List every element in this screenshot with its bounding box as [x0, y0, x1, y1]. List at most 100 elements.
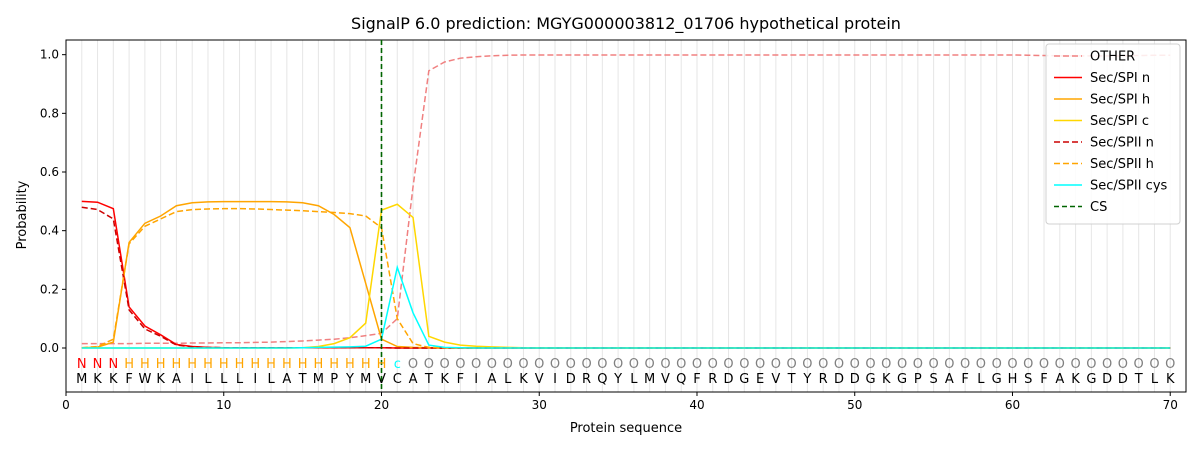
- region-label: O: [1118, 357, 1128, 372]
- region-label: O: [1134, 357, 1144, 372]
- residue-letter: F: [693, 372, 700, 387]
- region-label: O: [566, 357, 576, 372]
- region-label: O: [787, 357, 797, 372]
- residue-letter: D: [850, 372, 860, 387]
- residue-letter: H: [1008, 372, 1018, 387]
- residue-letter: D: [724, 372, 734, 387]
- series-line-sec-spii-n: [81, 206, 1171, 349]
- residue-letter: L: [1151, 372, 1159, 387]
- region-label: O: [1055, 357, 1065, 372]
- residue-letter: I: [553, 372, 557, 387]
- y-tick-label-0.8: 0.8: [40, 106, 59, 120]
- residue-letter: C: [393, 372, 402, 387]
- region-label: H: [219, 357, 229, 372]
- region-label: H: [314, 357, 324, 372]
- residue-letter: V: [535, 372, 544, 387]
- residue-letter: G: [865, 372, 875, 387]
- region-label: H: [156, 357, 166, 372]
- series-line-sec-spi-n: [81, 200, 1171, 349]
- residue-letter: L: [220, 372, 228, 387]
- series-line-other: [81, 54, 1171, 345]
- region-label: O: [534, 357, 544, 372]
- legend-entry: CS: [1090, 200, 1107, 215]
- region-label: O: [629, 357, 639, 372]
- region-label: H: [361, 357, 371, 372]
- region-label: O: [597, 357, 607, 372]
- residue-letter: W: [138, 372, 151, 387]
- legend-entry: Sec/SPII cys: [1090, 179, 1168, 194]
- region-label: O: [550, 357, 560, 372]
- residue-letter: F: [125, 372, 132, 387]
- residue-letter: Y: [345, 372, 354, 387]
- residue-letter: K: [1166, 372, 1175, 387]
- residue-letter: G: [739, 372, 749, 387]
- legend: OTHER Sec/SPI n Sec/SPI h Sec/SPI c Sec/SPII…: [1045, 43, 1181, 225]
- residue-letter: M: [313, 372, 324, 387]
- region-label: H: [187, 357, 197, 372]
- region-label: O: [834, 357, 844, 372]
- residue-letter: Q: [676, 372, 686, 387]
- residue-letter: R: [708, 372, 717, 387]
- region-label: O: [928, 357, 938, 372]
- residue-letter: T: [298, 372, 307, 387]
- chart-title: SignalP 6.0 prediction: MGYG000003812_01…: [351, 14, 901, 34]
- residue-letter: G: [1086, 372, 1096, 387]
- residue-letter: A: [487, 372, 496, 387]
- legend-box: [1045, 43, 1181, 225]
- region-label: O: [1149, 357, 1159, 372]
- region-label: H: [172, 357, 182, 372]
- region-label: O: [913, 357, 923, 372]
- residue-letter: K: [93, 372, 102, 387]
- region-label: O: [1023, 357, 1033, 372]
- residue-letter: S: [1024, 372, 1032, 387]
- residue-letter: A: [945, 372, 954, 387]
- residue-letter: L: [267, 372, 275, 387]
- residue-letter: K: [882, 372, 891, 387]
- series-line-sec-spii-cys: [81, 264, 1171, 349]
- residue-letter: P: [914, 372, 922, 387]
- region-label: O: [976, 357, 986, 372]
- residue-letter: I: [253, 372, 257, 387]
- y-tick-label-0.4: 0.4: [40, 224, 59, 238]
- residue-letter: S: [929, 372, 937, 387]
- region-label: O: [992, 357, 1002, 372]
- region-label: O: [865, 357, 875, 372]
- region-label: O: [455, 357, 465, 372]
- legend-entry: Sec/SPI n: [1090, 71, 1150, 86]
- series-line-sec-spi-c: [81, 203, 1171, 349]
- region-label: c: [394, 357, 401, 372]
- region-label: O: [723, 357, 733, 372]
- residue-letter: A: [172, 372, 181, 387]
- plot-frame: [65, 39, 1187, 393]
- residue-letter: L: [204, 372, 212, 387]
- residue-letter: A: [409, 372, 418, 387]
- x-tick-label-10: 10: [216, 398, 231, 412]
- residue-letter: T: [1134, 372, 1143, 387]
- residue-letter: V: [771, 372, 780, 387]
- region-label: H: [329, 357, 339, 372]
- residue-letter: Y: [613, 372, 622, 387]
- x-tick-label-50: 50: [847, 398, 862, 412]
- region-label: N: [77, 357, 87, 372]
- region-label: O: [1165, 357, 1175, 372]
- region-label: H: [250, 357, 260, 372]
- residue-letter: L: [977, 372, 985, 387]
- legend-entry: Sec/SPII h: [1090, 157, 1154, 172]
- x-tick-label-40: 40: [689, 398, 704, 412]
- residue-letter: P: [330, 372, 338, 387]
- region-label: H: [235, 357, 245, 372]
- residue-letter: K: [109, 372, 118, 387]
- region-label: O: [503, 357, 513, 372]
- residue-letter: D: [566, 372, 576, 387]
- region-label: O: [1007, 357, 1017, 372]
- residue-letter: D: [1118, 372, 1128, 387]
- region-label: H: [298, 357, 308, 372]
- residue-letter: I: [190, 372, 194, 387]
- residue-letter: Y: [802, 372, 811, 387]
- region-label: O: [439, 357, 449, 372]
- residue-letter: L: [236, 372, 244, 387]
- x-tick-label-30: 30: [532, 398, 547, 412]
- residue-letter: F: [1040, 372, 1047, 387]
- residue-letter: V: [377, 372, 386, 387]
- y-tick-label-0.0: 0.0: [40, 341, 59, 355]
